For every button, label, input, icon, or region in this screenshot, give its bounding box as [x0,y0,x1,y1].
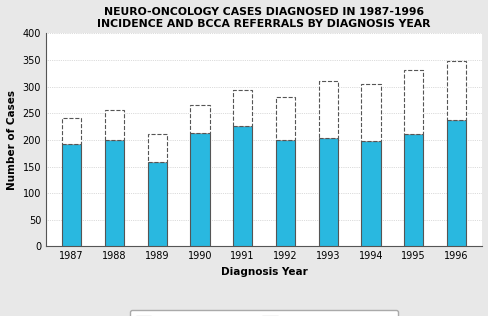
Bar [446,120,465,246]
Bar [275,140,294,246]
Bar [403,70,423,134]
Bar [318,138,337,246]
Bar [318,82,337,138]
Bar [62,118,81,144]
Bar [104,140,124,246]
Bar [147,134,166,162]
Bar [446,61,465,120]
Bar [147,162,166,246]
Bar [403,134,423,246]
Bar [62,144,81,246]
Bar [190,133,209,246]
Bar [361,141,380,246]
X-axis label: Diagnosis Year: Diagnosis Year [220,267,307,277]
Bar [275,97,294,140]
Bar [104,110,124,140]
Bar [233,90,252,125]
Y-axis label: Number of Cases: Number of Cases [7,90,17,190]
Bar [361,84,380,141]
Title: NEURO-ONCOLOGY CASES DIAGNOSED IN 1987-1996
INCIDENCE AND BCCA REFERRALS BY DIAG: NEURO-ONCOLOGY CASES DIAGNOSED IN 1987-1… [97,7,430,28]
Bar [233,125,252,246]
Legend: Referred  Cases, Non Referred  Cases: Referred Cases, Non Referred Cases [130,310,397,316]
Bar [190,105,209,133]
